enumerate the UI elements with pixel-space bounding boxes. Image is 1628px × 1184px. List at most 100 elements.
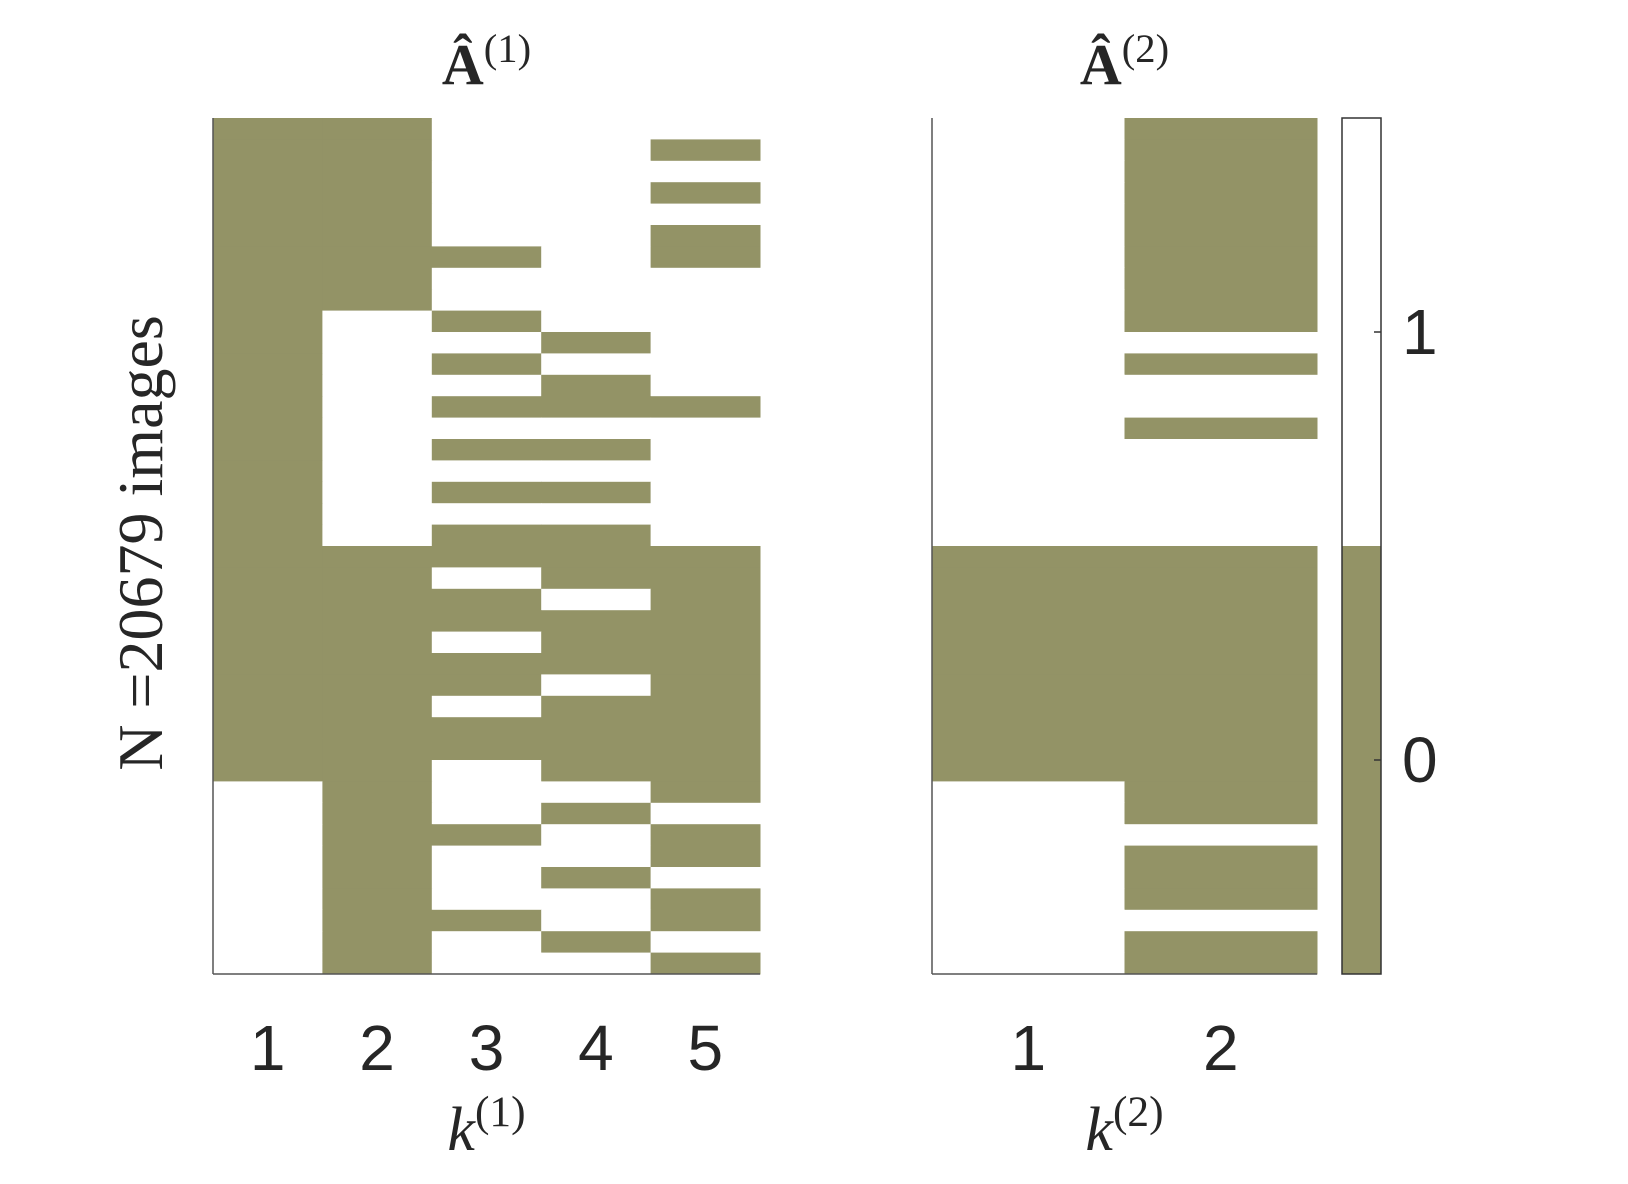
heatmap-cell (1124, 396, 1318, 419)
heatmap-cell (213, 610, 323, 633)
heatmap-cell (322, 674, 433, 697)
heatmap-cell (650, 374, 761, 397)
heatmap-cell (213, 353, 323, 376)
heatmap-cell (213, 888, 323, 911)
heatmap-cell (213, 332, 323, 354)
heatmap-cell (541, 203, 652, 226)
heatmap-cell (1124, 909, 1318, 932)
heatmap-cell (932, 909, 1125, 932)
heatmap-cell (322, 888, 433, 911)
heatmap-cell (541, 888, 652, 911)
x-tick-label: 2 (359, 1012, 395, 1084)
heatmap-cell (1124, 653, 1318, 675)
heatmap-cell (541, 139, 652, 162)
heatmap-cell (650, 546, 761, 568)
heatmap-cell (1124, 802, 1318, 825)
heatmap-cell (541, 225, 652, 247)
heatmap-cell (431, 139, 542, 162)
heatmap-cell (322, 867, 433, 889)
heatmap-cell (1124, 845, 1318, 868)
heatmap-cell (431, 203, 542, 226)
heatmap-cell (541, 267, 652, 290)
heatmap-cell (1124, 588, 1318, 611)
heatmap-cell (650, 481, 761, 504)
heatmap-cell (213, 160, 323, 183)
heatmap-cell (213, 417, 323, 440)
heatmap-cell (650, 203, 761, 226)
heatmap-cell (650, 867, 761, 889)
heatmap-cell (431, 931, 542, 954)
chart-title-base: Â (1080, 32, 1122, 97)
heatmap-cell (932, 546, 1125, 568)
heatmap-cell (431, 717, 542, 740)
heatmap-cell (322, 824, 433, 847)
heatmap-cell (322, 503, 433, 526)
heatmap-cell (932, 610, 1125, 633)
heatmap-cell (322, 246, 433, 269)
heatmap-cell (1124, 952, 1318, 975)
heatmap-cell (650, 610, 761, 633)
heatmap-cell (541, 802, 652, 825)
heatmap-cell (650, 460, 761, 483)
heatmap-cell (1124, 546, 1318, 568)
heatmap-cell (213, 225, 323, 247)
heatmap-cell (932, 203, 1125, 226)
heatmap-cell (322, 310, 433, 333)
heatmap-cell (213, 182, 323, 205)
heatmap-cell (322, 567, 433, 590)
chart-title: Â(1) (442, 26, 531, 98)
heatmap-cell (932, 439, 1125, 461)
heatmap-cell (431, 417, 542, 440)
x-tick-label: 4 (578, 1012, 614, 1084)
heatmap-cell (650, 225, 761, 247)
heatmap-cell (213, 439, 323, 461)
heatmap-cell (431, 631, 542, 654)
heatmap-cell (431, 567, 542, 590)
heatmap-cell (213, 546, 323, 568)
heatmap-cell (541, 246, 652, 269)
heatmap-cell (1124, 203, 1318, 226)
chart-title: Â(2) (1080, 26, 1169, 98)
heatmap-cell (213, 931, 323, 954)
heatmap-cell (1124, 674, 1318, 697)
heatmap-cell (932, 653, 1125, 675)
heatmap-cell (650, 567, 761, 590)
heatmap-cell (932, 631, 1125, 654)
heatmap-cell (1124, 867, 1318, 889)
heatmap-cell (541, 867, 652, 889)
heatmap-cell (1124, 139, 1318, 162)
heatmap-cell (322, 332, 433, 354)
heatmap-cell (213, 246, 323, 269)
heatmap-cell (322, 374, 433, 397)
heatmap-cell (932, 802, 1125, 825)
heatmap-cell (932, 588, 1125, 611)
heatmap-cell (1124, 631, 1318, 654)
heatmap-cell (213, 845, 323, 868)
heatmap-cell (541, 781, 652, 804)
heatmap-cell (932, 931, 1125, 954)
y-axis-label: N =20679 images (105, 315, 176, 771)
heatmap-cell (541, 760, 652, 782)
heatmap-cell (932, 695, 1125, 718)
heatmap-cell (650, 653, 761, 675)
heatmap-cell (322, 289, 433, 312)
heatmap-cell (431, 118, 542, 140)
heatmap-cell (650, 503, 761, 526)
heatmap-cell (431, 588, 542, 611)
heatmap-cell (932, 824, 1125, 847)
heatmap-cell (650, 439, 761, 461)
heatmap-cell (650, 952, 761, 975)
heatmap-cell (932, 225, 1125, 247)
heatmap-cell (322, 653, 433, 675)
heatmap-cell (213, 503, 323, 526)
heatmap-cell (213, 481, 323, 504)
x-tick-label: 1 (1010, 1012, 1046, 1084)
heatmap-cell (431, 867, 542, 889)
heatmap-cell (431, 952, 542, 975)
heatmap-cell (1124, 289, 1318, 312)
heatmap-cell (932, 289, 1125, 312)
heatmap-cell (541, 909, 652, 932)
heatmap-cell (650, 396, 761, 419)
heatmap-cell (213, 139, 323, 162)
